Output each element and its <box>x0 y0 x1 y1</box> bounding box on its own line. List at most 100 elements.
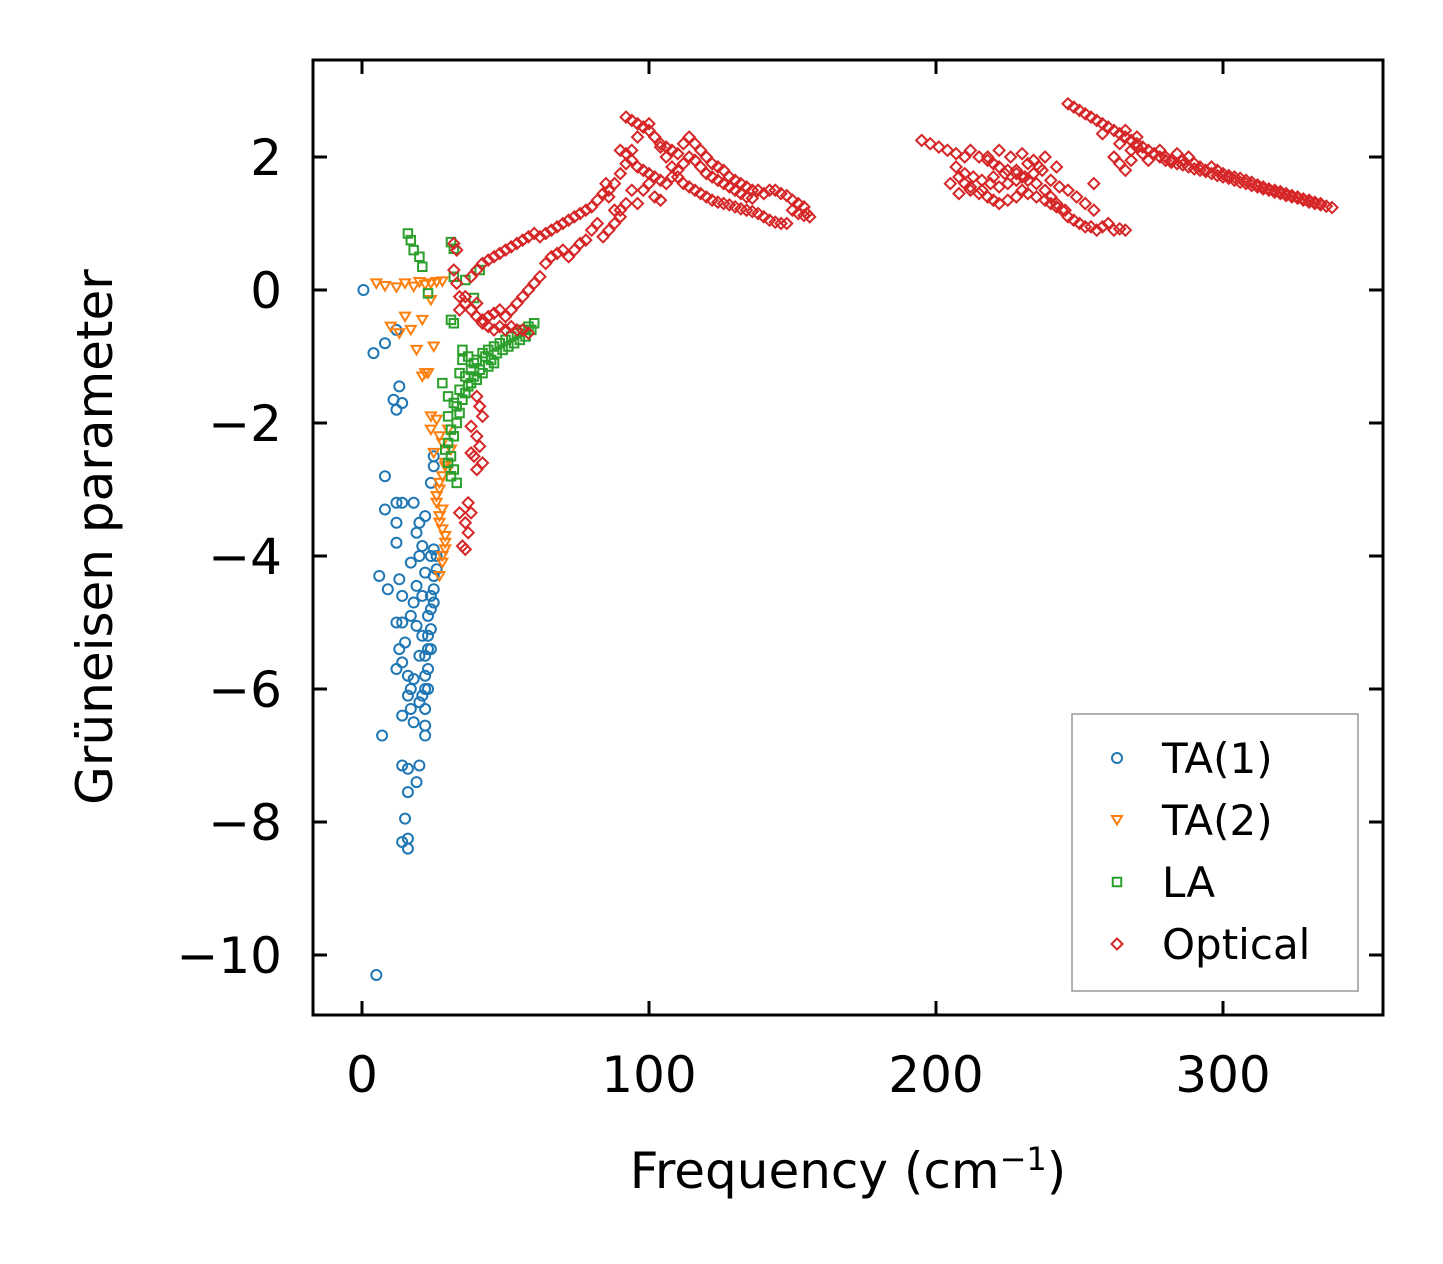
data-point-ta1 <box>404 609 417 622</box>
data-point-optical <box>521 326 536 341</box>
data-point-optical <box>515 233 530 248</box>
data-point-ta2 <box>415 314 430 327</box>
data-point-ta2 <box>438 531 452 543</box>
data-point-optical <box>949 146 964 161</box>
data-point-optical <box>705 156 720 171</box>
data-point-optical <box>498 243 513 258</box>
data-point-ta2 <box>435 437 450 450</box>
data-point-optical <box>980 150 995 164</box>
data-point-la <box>448 431 460 442</box>
data-point-optical <box>710 173 725 188</box>
data-point-optical <box>710 160 725 174</box>
data-point-ta1 <box>410 526 423 539</box>
data-point-optical <box>630 130 645 144</box>
data-point-la <box>457 344 468 356</box>
data-point-optical <box>452 303 467 317</box>
data-point-optical <box>533 229 547 244</box>
series-optical <box>446 96 1339 557</box>
data-point-optical <box>1066 100 1081 115</box>
plot-frame <box>311 58 1385 1017</box>
data-point-optical <box>653 173 668 188</box>
data-point-la <box>422 288 434 299</box>
data-point-ta1 <box>401 762 414 775</box>
x-axis-label-text: Frequency (cm <box>630 1142 1000 1200</box>
legend-label-ta2: TA(2) <box>1161 796 1273 845</box>
data-point-ta2 <box>435 504 450 516</box>
data-point-optical <box>475 313 490 327</box>
data-point-optical <box>1015 146 1030 161</box>
data-point-optical <box>1003 150 1018 164</box>
data-point-la <box>402 228 414 239</box>
x-tick-label: 100 <box>601 1046 696 1104</box>
data-point-la <box>405 234 417 246</box>
data-point-optical <box>1069 189 1084 204</box>
data-point-optical <box>1086 203 1101 218</box>
data-point-optical <box>550 246 565 261</box>
data-point-ta1 <box>422 609 435 622</box>
data-point-ta2 <box>435 471 450 483</box>
data-point-optical <box>1029 189 1044 204</box>
data-point-ta2 <box>441 464 455 477</box>
data-point-optical <box>949 160 964 174</box>
data-point-optical <box>923 136 938 151</box>
data-point-optical <box>461 525 476 540</box>
data-point-optical <box>1038 193 1052 208</box>
data-point-optical <box>676 176 691 191</box>
data-point-ta2 <box>406 281 421 294</box>
data-point-optical <box>630 160 645 174</box>
data-point-optical <box>630 116 645 131</box>
data-point-ta1 <box>410 776 423 789</box>
data-point-optical <box>487 322 501 337</box>
data-point-optical <box>986 170 1001 184</box>
data-point-optical <box>458 289 473 304</box>
data-point-optical <box>573 236 588 251</box>
data-point-ta2 <box>383 321 398 334</box>
data-point-optical <box>1049 160 1064 174</box>
data-point-ta1 <box>378 337 391 350</box>
data-point-optical <box>952 186 966 201</box>
data-point-optical <box>745 191 760 206</box>
data-point-ta1 <box>390 403 403 416</box>
data-point-optical <box>464 446 478 460</box>
y-tick-label: 0 <box>250 262 282 320</box>
data-point-optical <box>1084 219 1098 234</box>
legend-label-ta1: TA(1) <box>1161 734 1273 783</box>
data-point-optical <box>599 176 613 191</box>
data-point-optical <box>504 239 519 254</box>
data-point-optical <box>458 515 473 530</box>
data-point-optical <box>693 186 708 201</box>
data-point-optical <box>1061 183 1075 198</box>
data-point-ta2 <box>378 281 392 293</box>
data-point-ta1 <box>413 649 426 662</box>
data-point-optical <box>1043 173 1058 188</box>
data-point-ta1 <box>396 616 409 629</box>
data-point-optical <box>504 319 519 334</box>
data-point-optical <box>1038 150 1052 164</box>
data-point-optical <box>461 495 476 510</box>
y-tick-label: −6 <box>208 661 282 719</box>
data-point-optical <box>659 140 674 154</box>
data-point-ta2 <box>389 282 404 294</box>
data-point-ta1 <box>419 702 432 715</box>
data-point-optical <box>972 186 986 201</box>
data-point-la <box>445 314 457 326</box>
data-point-ta1 <box>396 589 409 602</box>
data-point-optical <box>992 143 1007 158</box>
data-point-optical <box>1124 153 1139 168</box>
data-point-ta2 <box>435 276 450 288</box>
data-point-optical <box>774 216 788 231</box>
data-point-la <box>439 444 451 455</box>
y-tick-label: −10 <box>176 927 282 985</box>
data-point-optical <box>449 243 464 258</box>
data-point-la <box>451 401 462 412</box>
data-point-optical <box>510 322 524 337</box>
data-point-optical <box>1078 196 1093 211</box>
data-point-ta1 <box>419 729 432 742</box>
data-point-la <box>460 387 471 399</box>
data-point-ta1 <box>404 702 417 715</box>
series-ta2 <box>369 276 458 583</box>
data-point-ta2 <box>398 311 412 324</box>
data-point-ta1 <box>416 589 429 602</box>
data-point-optical <box>630 196 645 211</box>
data-point-ta2 <box>398 278 412 290</box>
